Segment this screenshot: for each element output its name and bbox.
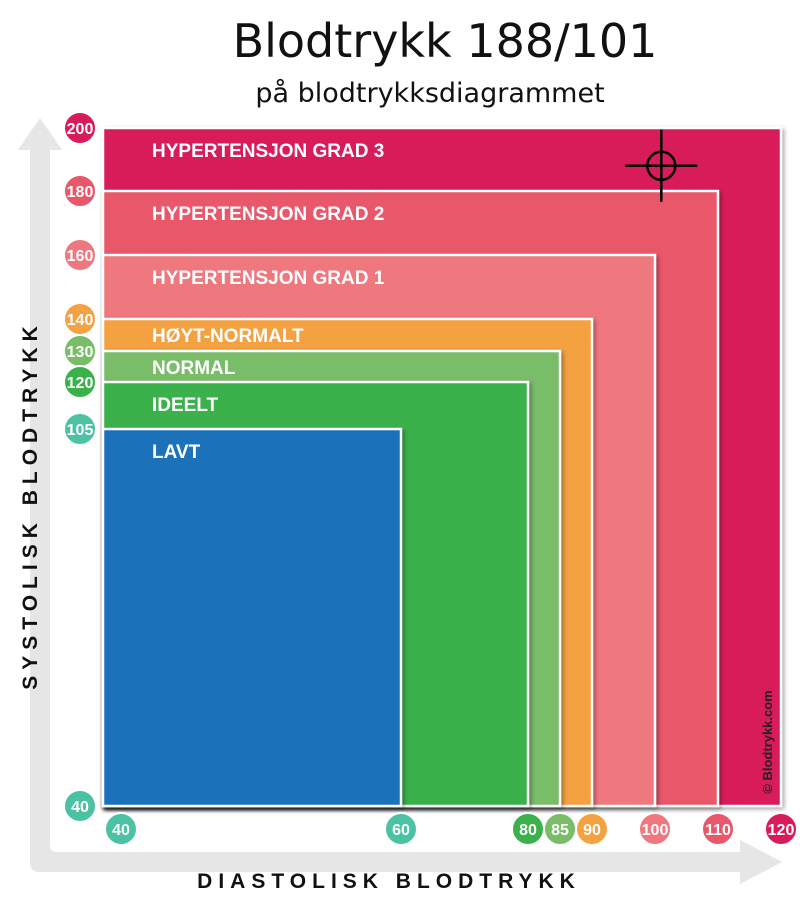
x-tick-label: 60 — [392, 822, 410, 839]
x-ticks: 40 60 80 85 90 100 110 120 — [104, 812, 798, 846]
y-tick-label: 130 — [67, 344, 94, 361]
x-tick-40: 40 — [104, 812, 138, 846]
zone-label-normal: NORMAL — [152, 358, 236, 379]
y-tick-140: 140 — [63, 302, 97, 336]
x-tick-label: 85 — [551, 822, 569, 839]
y-tick-105: 105 — [63, 412, 97, 446]
y-tick-label: 105 — [67, 422, 94, 439]
y-tick-label: 180 — [67, 184, 94, 201]
zone-label-hypertensjon-grad-1: HYPERTENSJON GRAD 1 — [152, 268, 385, 289]
zone-label-lavt: LAVT — [152, 442, 201, 463]
crosshair-marker — [625, 129, 698, 202]
zone-lavt — [101, 427, 403, 808]
y-tick-label: 40 — [71, 799, 89, 816]
x-tick-90: 90 — [575, 812, 609, 846]
x-tick-label: 80 — [519, 822, 537, 839]
x-tick-60: 60 — [384, 812, 418, 846]
zone-label-hypertensjon-grad-3: HYPERTENSJON GRAD 3 — [152, 141, 384, 162]
zone-label-hypertensjon-grad-2: HYPERTENSJON GRAD 2 — [152, 204, 384, 225]
x-tick-110: 110 — [701, 812, 735, 846]
chart-subtitle: på blodtrykksdiagrammet — [255, 78, 605, 109]
zones-layer: HYPERTENSJON GRAD 3 HYPERTENSJON GRAD 2 HY… — [101, 126, 783, 808]
credit-text: © Blodtrykk.com — [760, 690, 775, 794]
x-tick-label: 90 — [583, 822, 601, 839]
x-tick-120: 120 — [764, 812, 798, 846]
x-tick-label: 110 — [705, 822, 731, 839]
y-tick-200: 200 — [63, 111, 97, 145]
y-tick-120: 120 — [63, 365, 97, 399]
y-axis-title: SYSTOLISK BLODTRYKK — [19, 320, 42, 690]
x-tick-85: 85 — [543, 812, 577, 846]
zone-label-hoyt-normalt: HØYT-NORMALT — [152, 326, 304, 347]
y-ticks: 200 180 160 140 130 120 105 40 — [63, 111, 97, 823]
y-tick-130: 130 — [63, 334, 97, 368]
x-tick-label: 120 — [768, 822, 795, 839]
zone-label-ideelt: IDEELT — [152, 395, 219, 416]
x-tick-100: 100 — [638, 812, 672, 846]
y-tick-160: 160 — [63, 238, 97, 272]
y-tick-label: 140 — [67, 312, 94, 329]
marker-layer — [625, 129, 698, 202]
y-tick-label: 120 — [67, 375, 94, 392]
chart-title: Blodtrykk 188/101 — [232, 14, 658, 68]
x-tick-label: 100 — [642, 822, 669, 839]
y-tick-40: 40 — [63, 789, 97, 823]
x-tick-label: 40 — [112, 822, 130, 839]
x-tick-80: 80 — [511, 812, 545, 846]
x-axis-title: DIASTOLISK BLODTRYKK — [197, 870, 581, 893]
y-tick-label: 200 — [67, 121, 94, 138]
y-tick-label: 160 — [67, 248, 94, 265]
y-tick-180: 180 — [63, 174, 97, 208]
